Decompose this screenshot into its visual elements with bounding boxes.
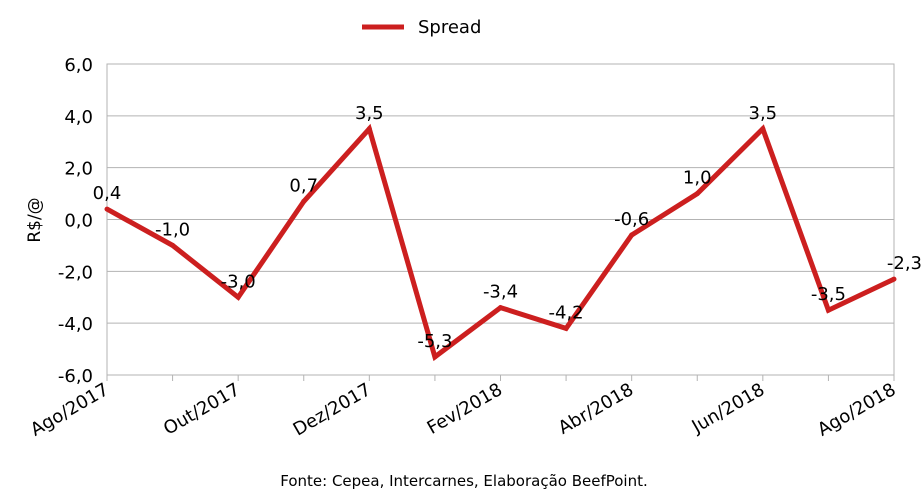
data-label: -0,6 [614, 209, 649, 230]
x-tick-label: Fev/2018 [424, 379, 506, 439]
legend-label-spread: Spread [418, 17, 481, 38]
x-tick-label: Abr/2018 [555, 379, 637, 439]
data-label: -4,2 [549, 302, 584, 323]
y-tick-label: -2,0 [58, 262, 93, 283]
data-label: 3,5 [749, 103, 778, 124]
data-label: -5,3 [417, 331, 452, 352]
data-label: -3,4 [483, 282, 518, 303]
data-label: -3,5 [811, 284, 846, 305]
data-point [104, 206, 110, 212]
data-point [170, 242, 176, 248]
series-spread [104, 123, 897, 362]
y-axis-ticks: 6,0 4,0 2,0 0,0 -2,0 -4,0 -6,0 [58, 55, 93, 387]
y-tick-label: 4,0 [64, 107, 93, 128]
data-point [498, 305, 503, 311]
y-tick-label: 2,0 [64, 159, 93, 180]
x-tick-label: Ago/2018 [814, 379, 900, 440]
data-label: -3,0 [221, 271, 256, 292]
data-point [432, 354, 438, 360]
data-point [235, 294, 241, 300]
data-point [366, 126, 372, 132]
y-tick-label: -4,0 [58, 314, 93, 335]
data-point [760, 126, 766, 132]
x-tick-label: Out/2017 [160, 379, 244, 439]
data-point [301, 198, 307, 204]
y-axis-label: R$/@ [25, 197, 45, 242]
gridlines [107, 115, 894, 324]
data-point [694, 191, 700, 197]
y-tick-label: 0,0 [64, 211, 93, 232]
y-tick-label: 6,0 [64, 55, 93, 76]
x-tick-label: Dez/2017 [290, 379, 375, 440]
data-label: -2,3 [887, 253, 922, 274]
legend: Spread [362, 17, 481, 38]
data-point [629, 232, 635, 238]
data-label: 0,7 [289, 175, 318, 196]
x-axis-ticks: Ago/2017 Out/2017 Dez/2017 Fev/2018 Abr/2018… [27, 379, 900, 440]
x-tick-label: Ago/2017 [27, 379, 113, 440]
source-note: Fonte: Cepea, Intercarnes, Elaboração Be… [280, 472, 648, 490]
x-tick-marks [106, 375, 895, 381]
y-tick-label: -6,0 [58, 366, 93, 387]
data-label: 0,4 [93, 183, 122, 204]
data-point [891, 276, 897, 282]
data-point [563, 325, 569, 331]
data-label: 3,5 [355, 103, 384, 124]
data-label: 1,0 [683, 168, 712, 189]
data-labels: 0,4 -1,0 -3,0 0,7 3,5 -5,3 -3,4 -4,2 -0,6 1,0 3,5 -… [93, 103, 922, 352]
x-tick-label: Jun/2018 [688, 379, 769, 438]
data-point [825, 307, 831, 313]
data-label: -1,0 [155, 219, 190, 240]
